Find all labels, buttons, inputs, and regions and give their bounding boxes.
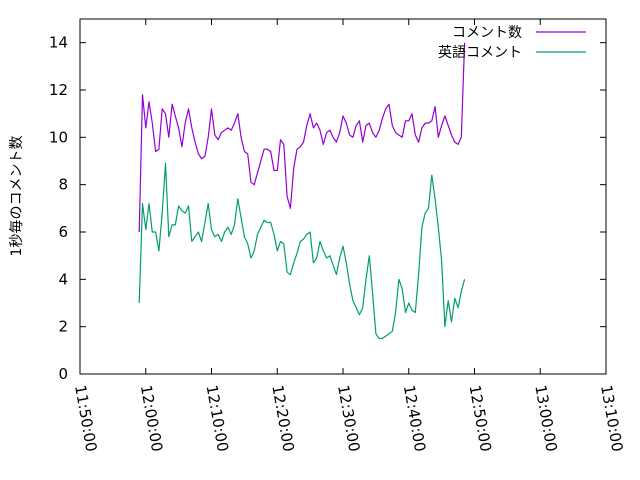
x-tick-label: 12:00:00 <box>137 384 166 453</box>
y-tick-label: 6 <box>58 223 68 241</box>
x-tick-label: 12:40:00 <box>400 384 429 453</box>
legend-label: コメント数 <box>452 25 522 41</box>
series-layer <box>138 42 466 340</box>
y-axis-label: 1秒毎のコメント数 <box>9 136 25 257</box>
x-tick-label: 12:30:00 <box>334 384 363 453</box>
x-tick-label: 12:20:00 <box>268 384 297 453</box>
y-tick-label: 4 <box>58 270 68 288</box>
y-tick-label: 10 <box>49 128 68 146</box>
x-tick-label: 12:50:00 <box>466 384 495 453</box>
y-axis: 0 2 4 6 8 10 12 14 <box>49 34 606 383</box>
x-tick-label: 13:00:00 <box>531 384 560 453</box>
y-tick-label: 14 <box>49 34 68 52</box>
x-axis: 11:50:00 12:00:00 12:10:00 12:20:00 12:30:00… <box>71 19 626 453</box>
series-line-1 <box>138 42 466 233</box>
y-tick-label: 0 <box>58 365 68 383</box>
x-tick-label: 13:10:00 <box>597 384 626 453</box>
series-line-2 <box>138 162 466 340</box>
x-tick-label: 12:10:00 <box>203 384 232 453</box>
legend-label: 英語コメント <box>438 44 522 61</box>
x-tick-label: 11:50:00 <box>71 384 100 453</box>
y-tick-label: 2 <box>58 318 68 336</box>
y-tick-label: 8 <box>58 176 68 194</box>
plot-frame <box>79 18 607 375</box>
y-tick-label: 12 <box>49 81 68 99</box>
